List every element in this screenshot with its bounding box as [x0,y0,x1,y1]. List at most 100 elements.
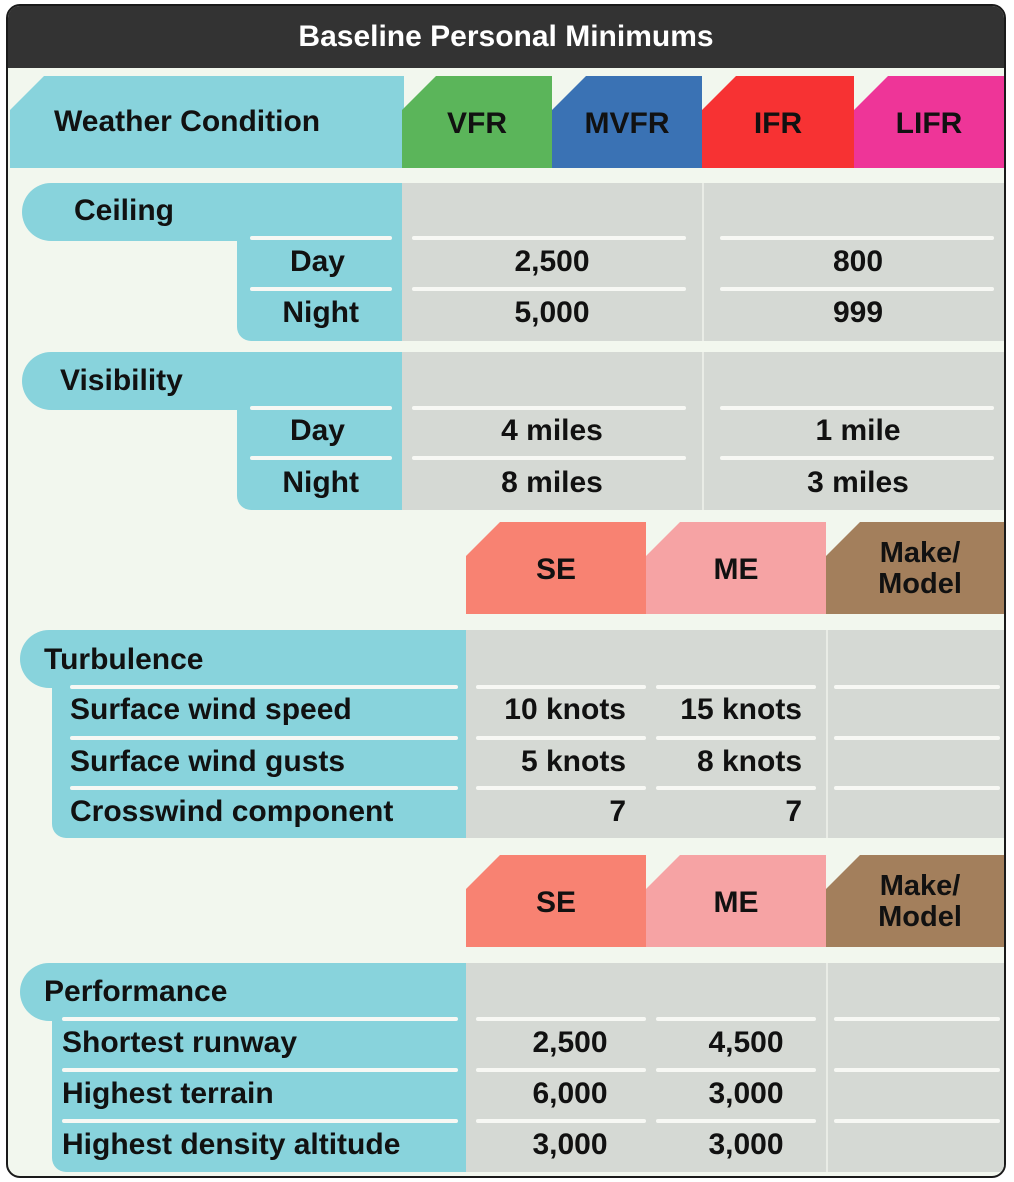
divider [62,1068,458,1072]
divider [476,1068,646,1072]
surface-wind-gusts-label: Surface wind gusts [70,745,346,778]
divider [70,685,458,689]
visibility-label-block [237,352,402,510]
category-vfr: VFR [402,76,552,168]
category-mvfr: MVFR [552,76,702,168]
ceiling-day-ifr-value: 800 [832,245,884,278]
divider [412,456,686,460]
divider [834,1017,1000,1021]
turbulence-values-area [466,630,1004,838]
ceiling-label: Ceiling [74,194,175,227]
category-lifr: LIFR [854,76,1004,168]
divider [656,1119,816,1123]
ceiling-night-label: Night [282,296,359,329]
divider [250,236,392,240]
aircraft-se-header: SE [466,522,646,614]
divider [834,786,1000,790]
surface-wind-speed-label: Surface wind speed [70,693,352,726]
ceiling-night-vfr-value: 5,000 [514,296,590,329]
aircraft-se-label: SE [535,553,577,586]
category-mvfr-label: MVFR [584,107,670,140]
divider [250,406,392,410]
performance-column-divider [826,963,828,1172]
visibility-night-label: Night [282,466,359,499]
visibility-night-ifr-value: 3 miles [807,466,909,499]
surface-wind-speed-me-value: 15 knots [680,693,802,726]
divider [476,736,646,740]
aircraft-model-header: Make/ Model [826,522,1004,614]
crosswind-component-se-value: 7 [609,795,626,828]
divider [476,786,646,790]
aircraft-se-label: SE [535,886,577,919]
divider [834,1068,1000,1072]
divider [476,685,646,689]
performance-label: Performance [44,975,228,1008]
personal-minimums-card: Baseline Personal Minimums Weather Condi… [6,4,1006,1178]
title-bar: Baseline Personal Minimums [8,6,1004,68]
divider [70,736,458,740]
category-vfr-label: VFR [447,107,507,140]
shortest-runway-label: Shortest runway [62,1026,298,1059]
turbulence-label-block [52,630,466,838]
divider [720,406,994,410]
surface-wind-gusts-me-value: 8 knots [696,745,802,778]
shortest-runway-se-value: 2,500 [532,1026,608,1059]
highest-terrain-me-value: 3,000 [708,1077,784,1110]
visibility-column-divider [702,352,704,510]
crosswind-component-label: Crosswind component [70,795,394,828]
aircraft-me-label: ME [713,553,759,586]
divider [62,1119,458,1123]
ceiling-day-label: Day [289,245,345,278]
ceiling-day-vfr-value: 2,500 [514,245,590,278]
divider [656,685,816,689]
visibility-day-vfr-value: 4 miles [501,414,603,447]
page-title: Baseline Personal Minimums [298,20,714,53]
surface-wind-speed-se-value: 10 knots [504,693,626,726]
category-ifr-label: IFR [753,107,803,140]
divider [62,1017,458,1021]
divider [656,736,816,740]
weather-condition-label: Weather Condition [54,105,321,138]
highest-terrain-se-value: 6,000 [532,1077,608,1110]
highest-density-altitude-label: Highest density altitude [62,1128,401,1161]
aircraft-me-label: ME [713,886,759,919]
visibility-night-vfr-value: 8 miles [501,466,603,499]
divider [476,1017,646,1021]
highest-density-altitude-me-value: 3,000 [708,1128,784,1161]
divider [412,406,686,410]
turbulence-label: Turbulence [44,643,204,676]
visibility-day-label: Day [289,414,345,447]
ceiling-night-ifr-value: 999 [832,296,884,329]
visibility-label: Visibility [60,364,183,397]
ceiling-column-divider [702,183,704,341]
visibility-day-ifr-value: 1 mile [815,414,901,447]
aircraft-me-header: ME [646,855,826,947]
weather-condition-header [10,76,404,168]
divider [412,287,686,291]
crosswind-component-me-value: 7 [785,795,802,828]
category-ifr: IFR [702,76,854,168]
performance-label-block [52,963,466,1172]
shortest-runway-me-value: 4,500 [708,1026,784,1059]
divider [834,736,1000,740]
performance-values-area [466,963,1004,1172]
aircraft-se-header: SE [466,855,646,947]
ceiling-label-block [237,183,402,341]
divider [720,456,994,460]
divider [720,236,994,240]
divider [250,456,392,460]
divider [476,1119,646,1123]
aircraft-me-header: ME [646,522,826,614]
highest-terrain-label: Highest terrain [62,1077,274,1110]
surface-wind-gusts-se-value: 5 knots [520,745,626,778]
aircraft-model-header: Make/ Model [826,855,1004,947]
turbulence-column-divider [826,630,828,838]
divider [834,1119,1000,1123]
divider [656,1017,816,1021]
divider [656,786,816,790]
category-lifr-label: LIFR [895,107,963,140]
aircraft-model-label: Make/ Model [878,537,962,600]
divider [656,1068,816,1072]
divider [70,786,458,790]
divider [412,236,686,240]
